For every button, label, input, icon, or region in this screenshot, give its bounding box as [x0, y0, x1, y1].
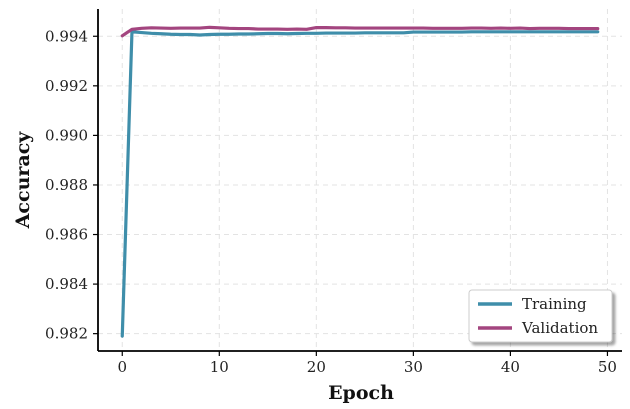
series-lines [120, 25, 600, 338]
x-tick-label: 40 [501, 358, 520, 376]
x-tick-label: 30 [404, 358, 423, 376]
y-axis-title: Accuracy [12, 131, 34, 230]
x-axis-title: Epoch [328, 382, 394, 404]
series-line-validation [120, 25, 600, 38]
y-tick-label: 0.988 [45, 176, 88, 194]
x-tick-label: 20 [307, 358, 326, 376]
y-tick-label: 0.982 [45, 325, 88, 343]
x-tick-label: 0 [117, 358, 127, 376]
y-tick-label: 0.994 [45, 27, 88, 45]
y-tick-label: 0.986 [45, 226, 88, 244]
y-tick-label: 0.992 [45, 77, 88, 95]
y-tick-label: 0.990 [45, 126, 88, 144]
x-tick-label: 10 [210, 358, 229, 376]
y-tick-label: 0.984 [45, 275, 88, 293]
legend-label-validation: Validation [521, 319, 598, 337]
legend: Training Validation [468, 289, 613, 343]
series-line-training [120, 30, 600, 338]
x-tick-label: 50 [598, 358, 617, 376]
legend-label-training: Training [522, 295, 587, 313]
